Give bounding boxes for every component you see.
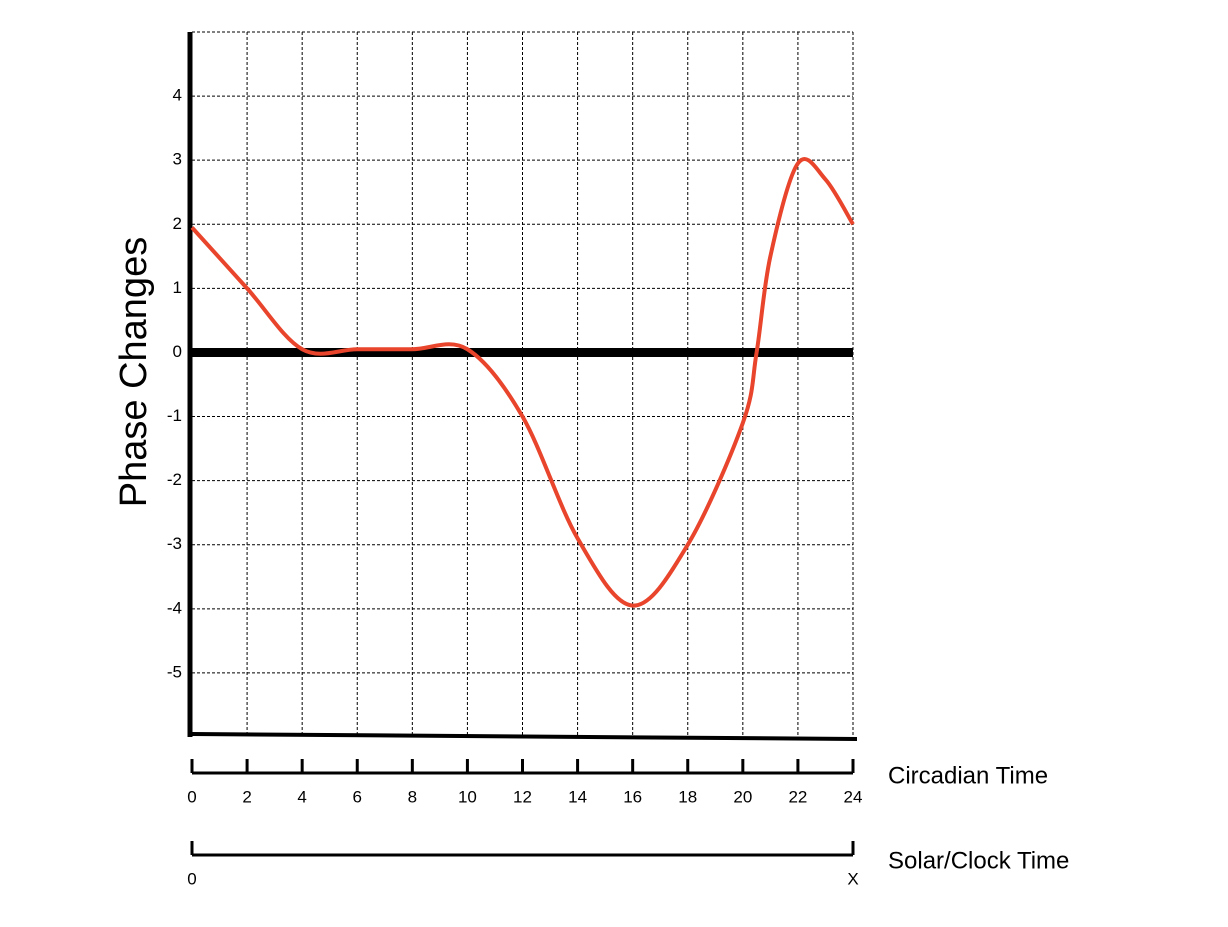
- y-tick-label: -3: [167, 534, 182, 553]
- x-tick-label: 12: [513, 787, 532, 806]
- x-tick-label: 16: [623, 787, 642, 806]
- x-tick-label: 6: [353, 787, 362, 806]
- x-tick-label: 10: [458, 787, 477, 806]
- y-tick-label: 3: [173, 150, 182, 169]
- x-tick-label: 22: [788, 787, 807, 806]
- y-tick-label: 0: [173, 342, 182, 361]
- y-tick-label: -1: [167, 406, 182, 425]
- x-tick-label: 0: [187, 787, 196, 806]
- x-tick-label: 14: [568, 787, 587, 806]
- y-tick-label: -2: [167, 470, 182, 489]
- y-tick-label: 4: [173, 86, 182, 105]
- x-tick-label: 4: [297, 787, 306, 806]
- x-tick-label: 8: [408, 787, 417, 806]
- y-tick-label: -4: [167, 598, 182, 617]
- phase-curve: [190, 157, 855, 608]
- x-tick-label: 2: [242, 787, 251, 806]
- x-tick-label: 18: [678, 787, 697, 806]
- y-tick-label: 1: [173, 278, 182, 297]
- x-axis: [191, 732, 858, 741]
- secondary-tick-label: 0: [187, 869, 196, 888]
- x-tick-label: 20: [733, 787, 752, 806]
- y-tick-label: -5: [167, 662, 182, 681]
- y-axis-label: Phase Changes: [113, 237, 155, 507]
- secondary-tick-label: X: [847, 869, 858, 888]
- x-tick-label: 24: [844, 787, 863, 806]
- x-axis-label: Circadian Time: [888, 762, 1048, 789]
- secondary-axis-label: Solar/Clock Time: [888, 847, 1069, 874]
- y-tick-label: 2: [173, 214, 182, 233]
